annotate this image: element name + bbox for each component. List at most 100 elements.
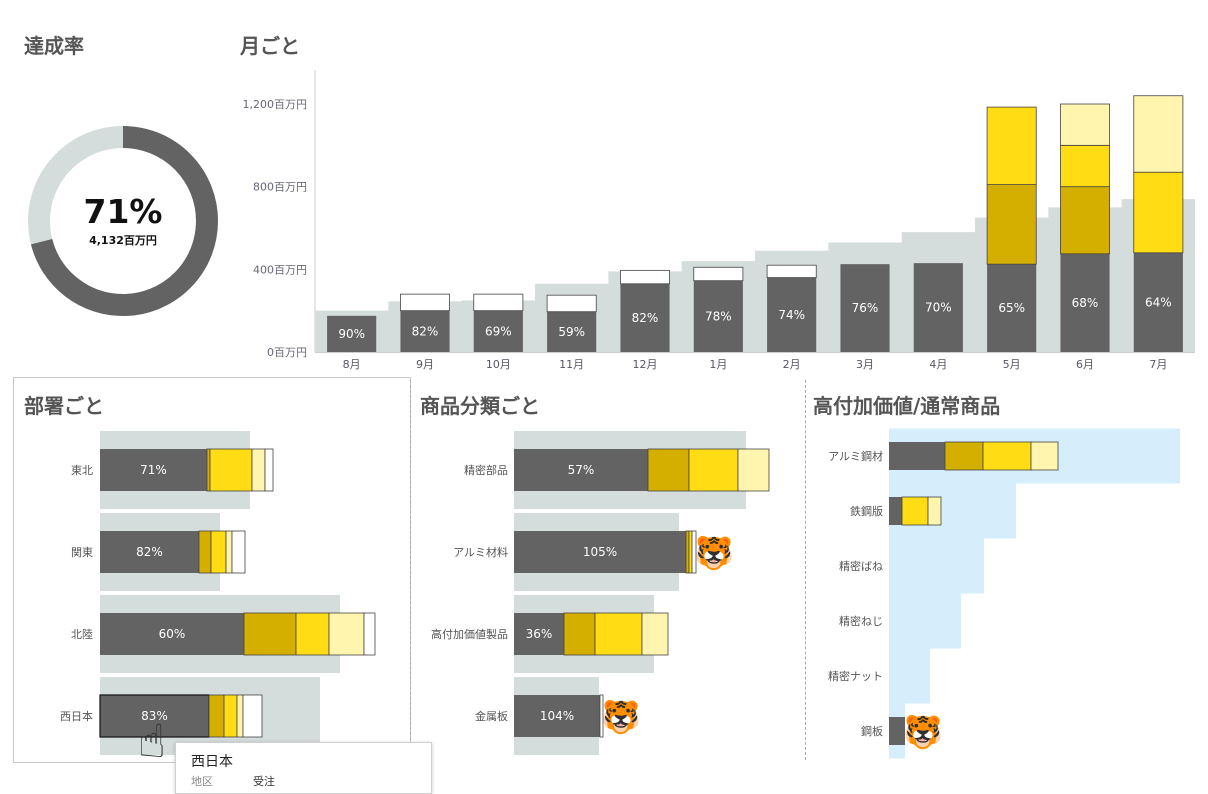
monthly-bar-segment xyxy=(986,184,1037,265)
tooltip-row: 地区 受注 xyxy=(191,773,275,789)
hbar-segment xyxy=(210,530,227,574)
hbar-segment xyxy=(264,448,274,492)
hbar-segment xyxy=(982,441,1032,471)
monthly-bar xyxy=(693,280,743,352)
category-label: 西日本 xyxy=(60,709,93,723)
category-label: 関東 xyxy=(71,546,93,559)
hbar-segment xyxy=(243,612,297,656)
monthly-bar-segment xyxy=(1060,103,1110,146)
hbar xyxy=(889,497,902,525)
hbar-segment xyxy=(208,694,225,738)
hbar-segment xyxy=(647,448,690,492)
hbar-label: 36% xyxy=(526,627,553,641)
achievement-title: 達成率 xyxy=(24,34,84,58)
hbar-segment xyxy=(737,448,770,492)
category-label: 金属板 xyxy=(475,709,508,723)
category-label: 高付加価値製品 xyxy=(431,627,508,641)
hbar-segment xyxy=(691,530,697,574)
monthly-bar-label: 64% xyxy=(1145,295,1172,309)
monthly-bar-label: 76% xyxy=(852,301,879,315)
panel-divider xyxy=(410,380,411,760)
tooltip-title: 西日本 xyxy=(191,754,233,770)
hbar-segment xyxy=(944,441,984,471)
monthly-bar-segment xyxy=(400,293,450,312)
hbar xyxy=(100,613,244,655)
panel-divider xyxy=(805,380,806,760)
hbar-segment xyxy=(688,448,739,492)
hbar xyxy=(514,695,600,737)
monthly-bar-label: 68% xyxy=(1072,296,1099,310)
x-tick-label: 12月 xyxy=(633,358,658,371)
x-tick-label: 6月 xyxy=(1076,358,1094,371)
monthly-bar-segment xyxy=(546,294,597,313)
hbar-label: 60% xyxy=(159,627,186,641)
x-tick-label: 4月 xyxy=(929,358,947,371)
tiger-face-icon: 🐯 xyxy=(694,534,734,572)
hbar xyxy=(514,613,564,655)
monthly-bar xyxy=(327,315,377,352)
monthly-bar xyxy=(767,277,817,352)
monthly-bar xyxy=(913,263,963,352)
monthly-bar-segment xyxy=(1060,144,1110,188)
monthly-bar-label: 70% xyxy=(925,301,952,315)
monthly-bar xyxy=(400,310,450,352)
monthly-bar-label: 59% xyxy=(558,325,585,339)
hbar xyxy=(100,531,199,573)
hbar-label: 71% xyxy=(140,463,167,477)
category-label: 鋼板 xyxy=(861,724,883,738)
tiger-face-icon: 🐯 xyxy=(903,713,943,751)
category-title: 商品分類ごと xyxy=(420,394,540,418)
hbar-segment xyxy=(363,612,376,656)
category-label: 精密ばね xyxy=(839,559,883,573)
y-tick-label: 400百万円 xyxy=(253,263,307,276)
x-tick-label: 9月 xyxy=(416,358,434,371)
hbar xyxy=(99,694,210,738)
x-tick-label: 5月 xyxy=(1003,358,1021,371)
hbar-label: 83% xyxy=(141,709,168,723)
donut-amount: 4,132百万円 xyxy=(89,234,157,247)
monthly-bar-segment xyxy=(1060,186,1110,255)
category-label: 精密ねじ xyxy=(839,614,883,628)
monthly-bar-segment xyxy=(1133,171,1184,254)
monthly-bar-segment xyxy=(986,106,1037,185)
monthly-bar-label: 65% xyxy=(998,301,1025,315)
hbar-segment xyxy=(641,612,669,656)
hbar-segment xyxy=(236,694,244,738)
hbar-segment xyxy=(295,612,330,656)
x-tick-label: 8月 xyxy=(343,358,361,371)
category-label: アルミ材料 xyxy=(453,545,508,559)
target-band xyxy=(889,538,984,594)
monthly-bar xyxy=(547,311,597,352)
category-label: 鉄鋼版 xyxy=(850,504,883,518)
hbar-segment xyxy=(206,448,211,492)
monthly-bar xyxy=(840,264,890,352)
tooltip-row-value: 受注 xyxy=(253,775,275,788)
monthly-bar-label: 74% xyxy=(778,308,805,322)
monthly-bar-label: 78% xyxy=(705,309,732,323)
monthly-bar-label: 90% xyxy=(338,327,365,341)
y-tick-label: 800百万円 xyxy=(253,181,307,194)
hbar-segment xyxy=(198,530,212,574)
monthly-bar xyxy=(1060,253,1110,352)
monthly-bar-segment xyxy=(620,269,670,285)
monthly-bar-label: 82% xyxy=(632,311,659,325)
tooltip: 西日本 地区 受注 xyxy=(175,742,432,794)
category-label: アルミ鋼材 xyxy=(828,449,883,463)
x-tick-label: 7月 xyxy=(1149,358,1167,371)
hbar-segment xyxy=(563,612,596,656)
achievement-donut[interactable] xyxy=(0,100,250,350)
hbar-segment xyxy=(242,694,263,738)
tiger-face-icon: 🐯 xyxy=(601,698,641,736)
hbar-label: 57% xyxy=(568,463,595,477)
hbar xyxy=(100,449,207,491)
monthly-bar xyxy=(1133,252,1183,352)
monthly-bar-segment xyxy=(1133,95,1184,173)
monthly-bar-segment xyxy=(473,293,524,312)
x-tick-label: 11月 xyxy=(559,358,584,371)
monthly-bar xyxy=(620,283,670,352)
hbar-segment xyxy=(599,694,604,738)
monthly-bar-label: 69% xyxy=(485,324,512,338)
hbar xyxy=(514,531,686,573)
highvalue-title: 高付加価値/通常商品 xyxy=(813,394,1001,418)
monthly-title: 月ごと xyxy=(240,34,300,58)
